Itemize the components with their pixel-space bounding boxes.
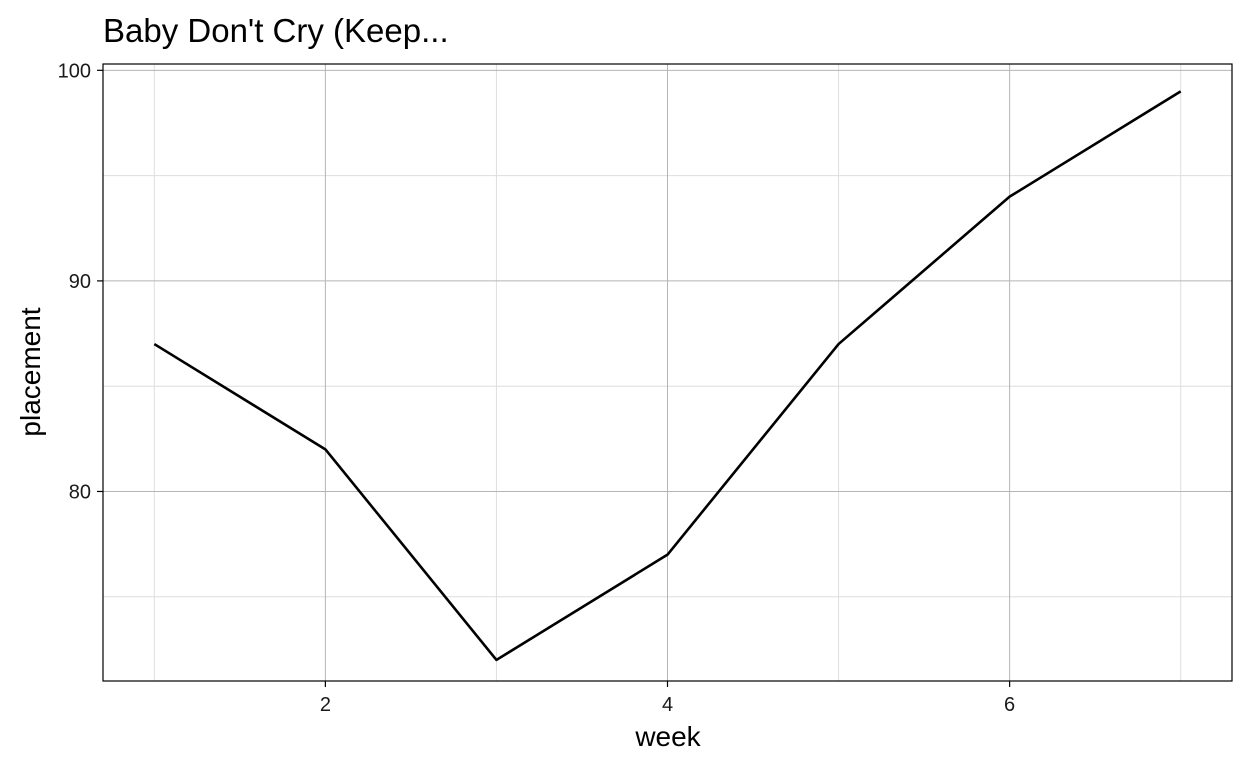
x-tick-label: 6 [1004, 694, 1015, 716]
x-tick-label: 2 [320, 694, 331, 716]
series-layer [153, 90, 1182, 662]
x-tick-label: 4 [662, 694, 673, 716]
major-gridlines [103, 64, 1232, 681]
x-axis-ticks: 2 4 6 [320, 681, 1015, 716]
y-axis-title: placement [15, 307, 46, 436]
y-tick-label: 90 [69, 271, 91, 293]
series-line [153, 90, 1182, 662]
y-axis-ticks: 80 90 100 [58, 60, 103, 503]
y-tick-label: 80 [69, 481, 91, 503]
chart-title: Baby Don't Cry (Keep... [103, 12, 449, 49]
y-tick-label: 100 [58, 60, 91, 82]
x-axis-title: week [634, 721, 701, 752]
